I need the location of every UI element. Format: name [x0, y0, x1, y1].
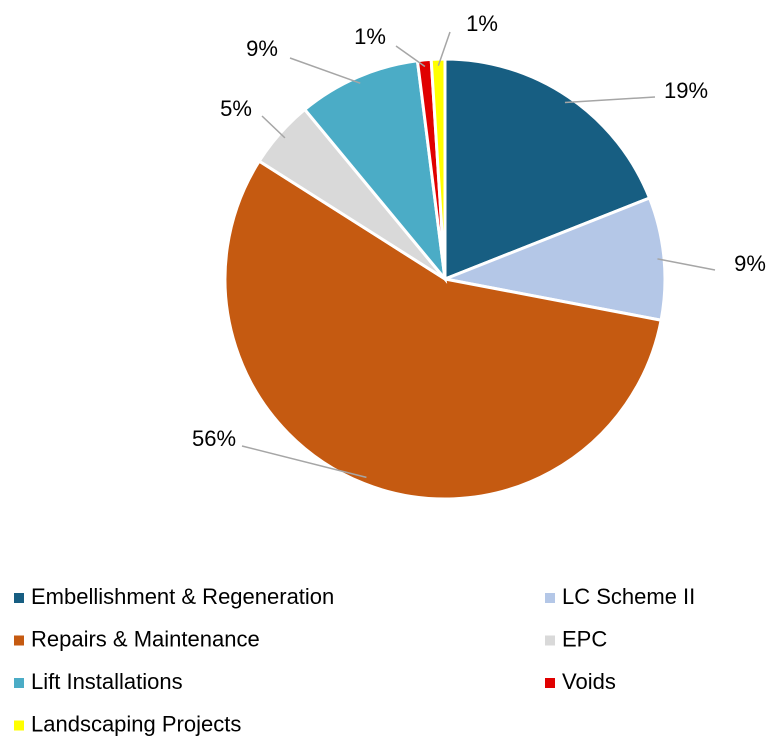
- data-label: 19%: [664, 78, 708, 103]
- legend-label: Lift Installations: [31, 669, 183, 694]
- leader-line: [395, 45, 426, 68]
- leader-line: [241, 445, 367, 479]
- legend-swatch: [14, 593, 24, 603]
- leader-line: [437, 31, 451, 66]
- leader-line: [261, 115, 286, 139]
- data-label: 1%: [354, 24, 386, 49]
- pie-slice: [223, 159, 663, 501]
- legend-swatch: [545, 593, 555, 603]
- pie-slice: [429, 57, 447, 280]
- data-label: 56%: [192, 426, 236, 451]
- data-label: 1%: [466, 11, 498, 36]
- data-label: 9%: [246, 36, 278, 61]
- leader-line: [657, 258, 716, 271]
- pie-slice: [439, 196, 667, 322]
- legend-label: LC Scheme II: [562, 584, 695, 609]
- pie-slice: [443, 57, 652, 282]
- legend-swatch: [14, 720, 24, 731]
- legend-swatch: [545, 678, 555, 688]
- legend-label: Landscaping Projects: [31, 711, 241, 736]
- data-label: 9%: [734, 251, 766, 276]
- leader-line: [564, 96, 656, 104]
- legend-label: Voids: [562, 669, 616, 694]
- legend-label: Embellishment & Regeneration: [31, 584, 334, 609]
- legend-label: Repairs & Maintenance: [31, 626, 260, 651]
- legend-label: EPC: [562, 626, 607, 651]
- data-label: 5%: [220, 96, 252, 121]
- pie-slice: [302, 59, 448, 284]
- legend-swatch: [14, 678, 24, 688]
- legend-swatch: [545, 635, 555, 646]
- leader-line: [289, 57, 361, 84]
- legend-swatch: [14, 635, 24, 646]
